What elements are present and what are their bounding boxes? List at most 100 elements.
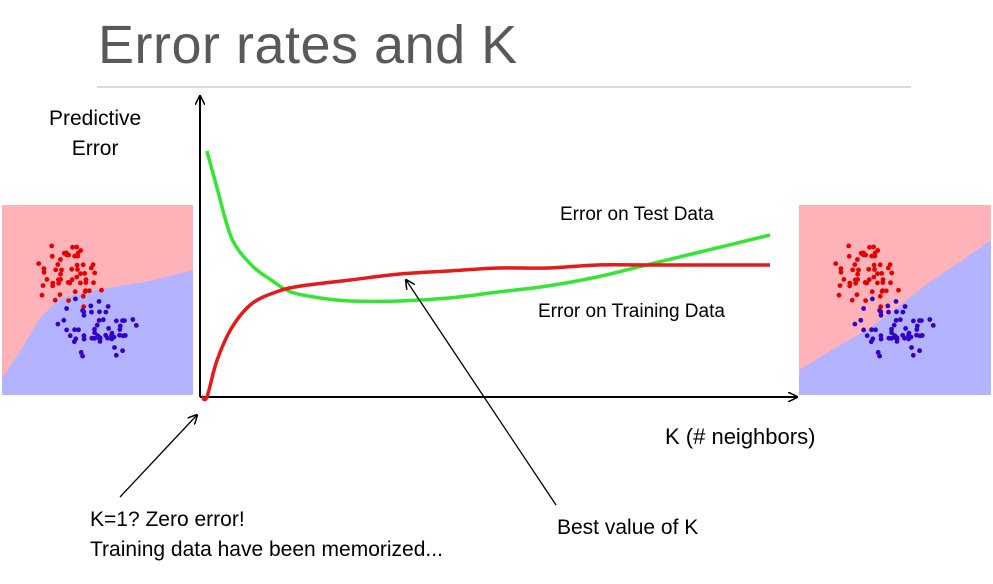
red-point xyxy=(880,288,885,294)
red-point xyxy=(78,271,83,277)
red-point xyxy=(864,280,870,286)
red-point xyxy=(863,298,868,303)
red-point xyxy=(888,280,893,286)
red-point xyxy=(61,250,67,256)
blue-point xyxy=(88,303,94,309)
blue-point xyxy=(927,317,933,322)
blue-point xyxy=(133,323,139,328)
red-point xyxy=(99,287,104,293)
blue-point xyxy=(89,335,95,341)
blue-point xyxy=(97,335,103,341)
red-point xyxy=(53,267,59,273)
red-point xyxy=(867,244,872,250)
training-error-label: Error on Training Data xyxy=(538,301,725,322)
red-point xyxy=(878,304,884,310)
x-axis-label: K (# neighbors) xyxy=(665,424,816,449)
red-point xyxy=(81,304,87,310)
k1-points xyxy=(36,243,139,359)
red-point xyxy=(858,250,864,256)
red-point xyxy=(838,269,844,275)
blue-point xyxy=(81,333,87,339)
red-point xyxy=(41,266,47,271)
blue-point xyxy=(878,336,884,342)
red-point xyxy=(833,261,839,266)
blue-point xyxy=(96,318,102,323)
red-point xyxy=(80,293,86,299)
red-point xyxy=(74,244,79,250)
red-point xyxy=(838,266,844,271)
blue-point xyxy=(919,318,924,323)
red-point xyxy=(866,266,872,272)
blue-point xyxy=(114,318,119,324)
red-point xyxy=(75,267,80,272)
k1-blue-region xyxy=(2,270,193,395)
blue-point xyxy=(103,309,109,315)
red-point xyxy=(846,243,852,249)
blue-point xyxy=(122,318,127,323)
red-point xyxy=(849,297,855,303)
blue-point xyxy=(113,352,119,358)
red-point xyxy=(39,292,45,298)
blue-point xyxy=(902,304,908,309)
blue-point xyxy=(120,348,125,354)
red-point xyxy=(49,243,55,249)
red-point xyxy=(40,283,46,288)
blue-point xyxy=(878,312,884,318)
blue-point xyxy=(909,345,914,350)
training-error-curve xyxy=(200,263,770,402)
blue-point xyxy=(96,299,102,304)
y-axis-label-line-2: Error xyxy=(71,137,119,160)
red-point xyxy=(877,262,883,268)
red-point xyxy=(74,262,80,268)
red-point xyxy=(72,289,78,295)
blue-point xyxy=(89,309,94,315)
blue-point xyxy=(61,317,67,323)
slide-title: Error rates and K xyxy=(98,15,518,75)
red-point xyxy=(92,270,98,276)
blue-point xyxy=(861,306,866,311)
blue-point xyxy=(885,303,891,309)
blue-point xyxy=(94,322,100,328)
blue-point xyxy=(875,350,881,355)
red-point xyxy=(82,271,88,276)
red-point xyxy=(863,252,868,258)
red-point xyxy=(852,262,858,267)
blue-point xyxy=(910,352,916,358)
red-point xyxy=(850,267,856,273)
red-point xyxy=(50,280,56,286)
red-point xyxy=(875,271,880,277)
blue-point xyxy=(886,309,891,315)
blue-point xyxy=(64,327,69,333)
red-point xyxy=(49,253,55,259)
blue-point xyxy=(130,317,136,322)
red-point xyxy=(896,287,901,293)
blue-point xyxy=(893,318,899,323)
red-point xyxy=(853,280,858,286)
blue-point xyxy=(76,327,81,333)
blue-point xyxy=(870,336,876,342)
blue-point xyxy=(117,323,123,329)
red-point xyxy=(889,270,895,276)
red-point xyxy=(67,280,73,286)
blue-point xyxy=(112,345,117,350)
red-point xyxy=(74,274,80,280)
blue-point xyxy=(914,327,920,332)
blue-point xyxy=(97,309,102,315)
blue-point xyxy=(858,317,864,323)
k1-annotation-line-1: K=1? Zero error! xyxy=(90,508,245,531)
blue-point xyxy=(64,306,69,311)
blue-point xyxy=(886,335,892,341)
red-point xyxy=(853,277,858,283)
large-k-blue-region xyxy=(799,240,991,395)
large-k-points xyxy=(833,243,936,359)
red-point xyxy=(880,277,886,282)
red-point xyxy=(75,250,81,256)
red-point xyxy=(41,269,47,275)
blue-point xyxy=(78,350,84,355)
red-point xyxy=(78,280,83,286)
blue-point xyxy=(117,327,123,332)
blue-point xyxy=(67,333,73,339)
blue-point xyxy=(894,335,900,341)
blue-point xyxy=(911,318,916,324)
